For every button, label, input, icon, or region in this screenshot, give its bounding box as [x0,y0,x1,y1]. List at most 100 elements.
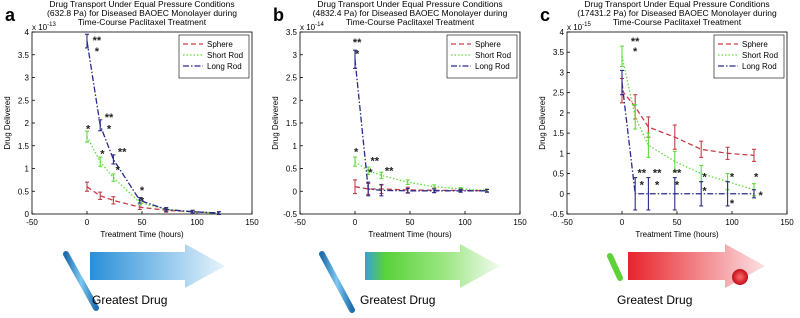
error-bar [379,184,384,197]
legend-label: Long Rod [475,62,510,71]
error-bar [485,188,489,193]
error-bar [353,179,357,195]
annotation: * [116,165,121,177]
legend-label: Short Rod [742,51,778,60]
error-bar [725,181,730,207]
y-axis-label: Drug Delivered [3,96,12,149]
series-line [354,186,488,192]
legend-box [178,34,250,79]
panel-label: c [540,5,550,25]
legend-label: Sphere [742,40,768,49]
error-bar [85,130,89,143]
error-bar [111,154,116,165]
error-bar [620,69,624,96]
exponent-base: x 10 [567,23,583,32]
annotation: * [95,46,100,58]
legend-box [713,34,785,79]
annotation: ** [638,168,647,180]
annotation: * [100,149,105,161]
y-tick-label: 1 [293,142,298,151]
y-tick-label: 0 [293,187,298,196]
y-tick-label: 0 [560,190,565,199]
x-tick-label: 0 [620,218,625,227]
error-bar [98,119,103,132]
caption: Greatest Drug [617,293,692,307]
error-bar [353,49,357,69]
caption: Greatest Drug [92,293,167,307]
annotation: ** [371,155,380,167]
y-tick-label: 2.5 [286,74,298,83]
x-tick-label: 100 [725,218,739,227]
x-axis-label: Treatment Time (hours) [635,230,719,239]
legend-label: Short Rod [475,51,511,60]
legend-label: Short Rod [207,51,243,60]
annotation: * [702,172,707,184]
illustration-c [607,244,765,288]
annotation: * [655,180,660,192]
chart-title: Drug Transport Under Equal Pressure Cond… [577,0,777,27]
x-tick-label: 100 [190,218,204,227]
illustration-a [63,244,225,311]
annotation: * [107,124,112,136]
error-bar [111,196,116,205]
x-tick-label: 50 [673,218,682,227]
error-bar [405,179,410,185]
error-bar [137,197,142,204]
x-tick-label: 150 [780,218,794,227]
error-bar [752,148,756,162]
legend-box [446,34,518,79]
annotation: * [140,185,145,197]
caption: Greatest Drug [360,293,435,307]
error-bar [633,177,638,211]
error-bar [85,33,89,49]
annotation: ** [673,168,682,180]
title-line: Time-Course Paclitaxel Treatment [613,17,742,27]
title-line: Drug Transport Under Equal Pressure Cond… [49,0,234,9]
y-axis-label: Drug Delivered [538,96,547,149]
annotation: ** [118,146,127,158]
exponent-power: -15 [582,22,591,28]
annotation: ** [105,112,114,124]
error-bar [752,189,756,199]
axis-exponent: x 10-14 [300,22,324,32]
y-tick-label: 2 [25,119,30,128]
exponent-base: x 10 [32,23,48,32]
x-tick-label: 100 [458,218,472,227]
y-tick-label: 0.5 [286,165,298,174]
error-bar [672,177,677,211]
title-line: Time-Course Paclitaxel Treatment [346,17,475,27]
annotation: * [730,172,735,184]
error-bar [633,104,638,130]
legend-label: Long Rod [207,62,242,71]
title-line: Time-Course Paclitaxel Treatment [78,17,207,27]
error-bar [98,191,103,200]
annotation: * [368,167,373,179]
title-line: Drug Transport Under Equal Pressure Cond… [317,0,502,9]
x-tick-label: -50 [561,218,573,227]
y-tick-label: 4 [560,28,565,37]
annotation: ** [385,165,394,177]
annotation: * [355,48,360,60]
annotation: * [754,172,759,184]
annotation: ** [93,35,102,47]
y-tick-label: 1.5 [553,129,565,138]
annotation: * [140,195,145,207]
annotation: ** [653,168,662,180]
x-axis-label: Treatment Time (hours) [368,230,452,239]
chart-title: Drug Transport Under Equal Pressure Cond… [47,0,237,27]
y-tick-label: -0.5 [283,210,297,219]
title-line: (632.8 Pa) for Diseased BAOEC Monolayer … [47,8,237,18]
error-bar [164,207,169,212]
x-axis-label: Treatment Time (hours) [100,230,184,239]
title-line: (17431.2 Pa) for Diseased BAOEC Monolaye… [577,8,777,18]
annotation: ** [631,36,640,48]
error-bar [98,156,103,167]
y-tick-label: 3 [293,51,298,60]
y-tick-label: 3 [25,74,30,83]
annotation: * [702,186,707,198]
y-tick-label: 2 [293,96,298,105]
exponent-power: -13 [47,22,56,28]
x-tick-label: -50 [294,218,306,227]
error-bar [699,181,704,207]
panel-label: a [5,5,16,25]
